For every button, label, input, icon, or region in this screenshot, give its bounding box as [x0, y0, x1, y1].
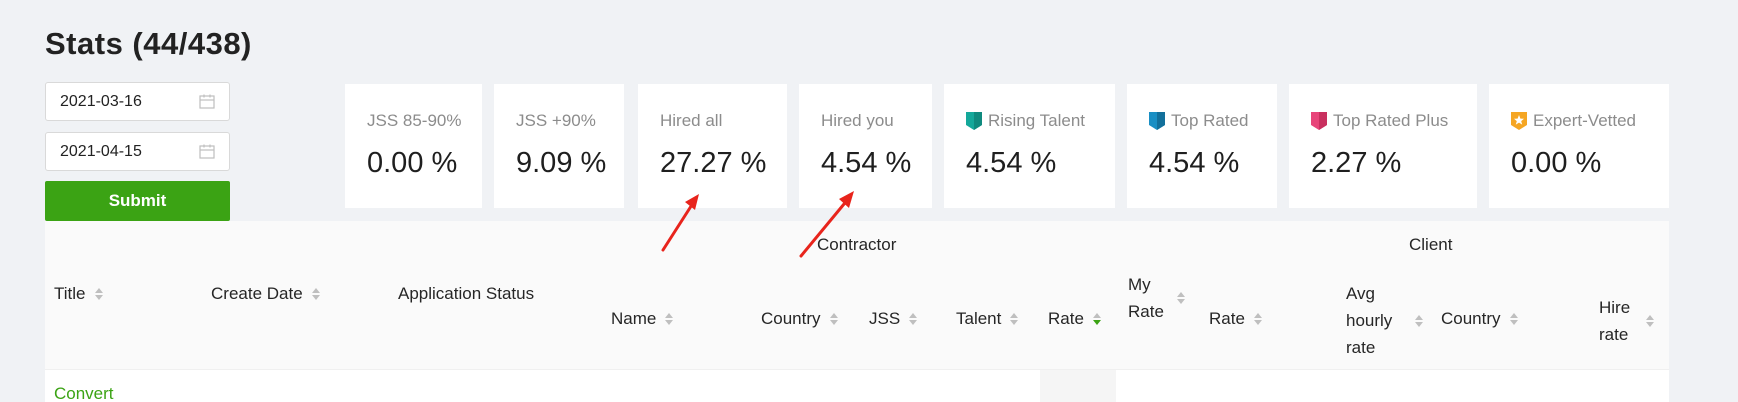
- sort-icon[interactable]: [829, 313, 838, 325]
- column-label: Rate: [1209, 309, 1245, 328]
- column-label: Talent: [956, 309, 1002, 328]
- column-label: Rate: [1048, 309, 1084, 328]
- column-header-jss[interactable]: JSS: [869, 309, 918, 329]
- row-title-link[interactable]: Convert: [54, 384, 114, 402]
- column-header-title[interactable]: Title: [54, 284, 103, 304]
- sort-icon[interactable]: [1177, 292, 1185, 304]
- stat-label: Hired you: [821, 111, 894, 130]
- sort-icon[interactable]: [1092, 313, 1101, 325]
- sort-icon[interactable]: [665, 313, 674, 325]
- sort-icon[interactable]: [311, 288, 320, 300]
- stat-card-top-rated: Top Rated 4.54 %: [1127, 84, 1277, 208]
- sort-icon[interactable]: [1415, 314, 1423, 327]
- stat-card-jss-85-90: JSS 85-90% 0.00 %: [345, 84, 482, 208]
- top-rated-plus-badge-icon: [1311, 112, 1327, 130]
- end-date-picker[interactable]: 2021-04-15: [45, 132, 230, 171]
- column-header-my-rate[interactable]: My Rate: [1128, 271, 1203, 325]
- stat-value: 4.54 %: [966, 147, 1057, 179]
- stat-label: Top Rated Plus: [1333, 111, 1449, 130]
- group-header-contractor: Contractor: [817, 235, 897, 254]
- annotation-arrow-icon: [799, 191, 854, 258]
- column-label: Name: [611, 309, 657, 328]
- column-header-country[interactable]: Country: [761, 309, 838, 329]
- calendar-icon: [199, 144, 215, 159]
- column-label: Application Status: [398, 284, 535, 303]
- sort-icon[interactable]: [1509, 313, 1518, 325]
- start-date-value: 2021-03-16: [60, 92, 142, 110]
- column-header-client-rate[interactable]: Rate: [1209, 309, 1262, 329]
- stat-value: 27.27 %: [660, 147, 767, 179]
- column-header-name[interactable]: Name: [611, 309, 674, 329]
- end-date-value: 2021-04-15: [60, 142, 142, 160]
- sort-icon[interactable]: [1646, 315, 1654, 327]
- sort-icon[interactable]: [1010, 313, 1019, 325]
- column-label: Country: [761, 309, 821, 328]
- stat-value: 2.27 %: [1311, 147, 1402, 179]
- stat-value: 4.54 %: [1149, 147, 1240, 179]
- stat-value: 0.00 %: [367, 147, 458, 179]
- submit-button[interactable]: Submit: [45, 181, 230, 221]
- sorted-column-cell: [1040, 370, 1116, 402]
- column-label: Title: [54, 284, 86, 303]
- top-rated-badge-icon: [1149, 112, 1165, 130]
- column-label: My Rate: [1128, 275, 1164, 321]
- start-date-picker[interactable]: 2021-03-16: [45, 82, 230, 121]
- stat-value: 9.09 %: [516, 147, 607, 179]
- stat-label: JSS 85-90%: [367, 111, 462, 130]
- column-header-create-date[interactable]: Create Date: [211, 284, 320, 304]
- rising-talent-badge-icon: [966, 112, 982, 130]
- expert-vetted-badge-icon: [1511, 112, 1527, 130]
- column-label: Create Date: [211, 284, 303, 303]
- stat-label: Top Rated: [1171, 111, 1249, 130]
- stat-card-jss-90-plus: JSS +90% 9.09 %: [494, 84, 624, 208]
- column-header-talent[interactable]: Talent: [956, 309, 1019, 329]
- column-header-hire-rate[interactable]: Hire rate: [1599, 294, 1669, 348]
- table-row: [45, 370, 1669, 402]
- header-divider: [45, 369, 1669, 370]
- stat-label: JSS +90%: [516, 111, 596, 130]
- column-header-rate[interactable]: Rate: [1048, 309, 1101, 329]
- sort-icon[interactable]: [909, 313, 918, 325]
- column-header-client-country[interactable]: Country: [1441, 309, 1518, 329]
- stat-value: 4.54 %: [821, 147, 912, 179]
- calendar-icon: [199, 94, 215, 109]
- column-label: Avg hourly rate: [1346, 284, 1393, 357]
- stats-table: Contractor Client Title Create Date Appl…: [45, 221, 1669, 402]
- stat-card-top-rated-plus: Top Rated Plus 2.27 %: [1289, 84, 1477, 208]
- stat-card-hired-you: Hired you 4.54 %: [799, 84, 932, 208]
- group-header-client: Client: [1409, 235, 1453, 254]
- stat-label: Expert-Vetted: [1533, 111, 1637, 130]
- page-title: Stats (44/438): [45, 26, 252, 61]
- column-label: JSS: [869, 309, 901, 328]
- column-header-avg-hourly-rate[interactable]: Avg hourly rate: [1346, 280, 1446, 361]
- stat-card-rising-talent: Rising Talent 4.54 %: [944, 84, 1115, 208]
- stat-card-hired-all: Hired all 27.27 %: [638, 84, 787, 208]
- column-header-application-status: Application Status: [398, 284, 534, 304]
- column-label: Hire rate: [1599, 298, 1631, 344]
- sort-icon[interactable]: [94, 288, 103, 300]
- stat-value: 0.00 %: [1511, 147, 1602, 179]
- stat-card-expert-vetted: Expert-Vetted 0.00 %: [1489, 84, 1669, 208]
- stat-label: Rising Talent: [988, 111, 1086, 130]
- annotation-arrow-icon: [661, 194, 699, 252]
- column-label: Country: [1441, 309, 1501, 328]
- sort-icon[interactable]: [1253, 313, 1262, 325]
- stat-label: Hired all: [660, 111, 723, 130]
